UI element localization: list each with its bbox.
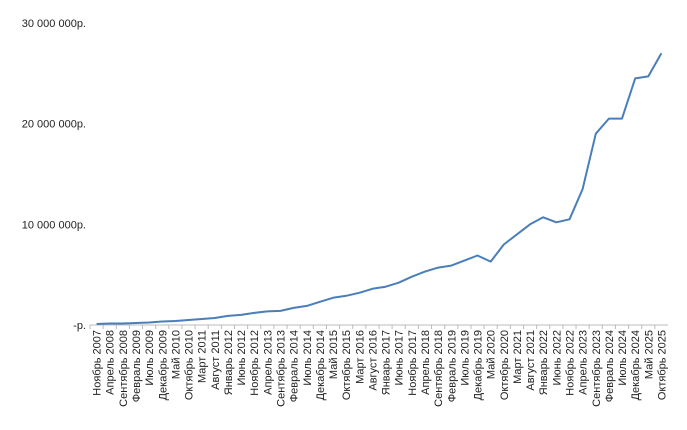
x-tick-label: Декабрь 2019 [473, 330, 485, 400]
x-tick-label: Январь 2017 [381, 330, 393, 395]
x-tick-label: Апрель 2008 [105, 330, 117, 395]
data-line [96, 52, 663, 325]
x-tick-label: Апрель 2023 [578, 330, 590, 395]
x-tick-label: Март 2021 [512, 330, 524, 384]
x-tick-label: Август 2021 [525, 330, 537, 391]
x-tick-label: Октябрь 2010 [184, 330, 196, 400]
x-tick-label: Октябрь 2025 [656, 330, 668, 400]
x-tick-label: Февраль 2009 [131, 330, 143, 402]
x-tick-label: Февраль 2014 [289, 330, 301, 402]
x-tick-label: Август 2011 [210, 330, 222, 390]
x-tick-label: Сентябрь 2013 [275, 330, 287, 407]
x-tick-label: Май 2015 [328, 330, 340, 379]
x-tick-label: Июнь 2022 [551, 330, 563, 386]
x-tick-label: Апрель 2018 [420, 330, 432, 395]
x-tick-label: Январь 2012 [223, 330, 235, 395]
x-tick-label: Сентябрь 2023 [591, 330, 603, 407]
x-tick-label: Сентябрь 2008 [118, 330, 130, 407]
x-tick-label: Сентябрь 2018 [433, 330, 445, 407]
x-tick-label: Март 2011 [197, 330, 209, 383]
x-tick-label: Февраль 2019 [446, 330, 458, 402]
x-tick-label: Ноябрь 2007 [92, 330, 104, 396]
x-tick-label: Июль 2014 [302, 330, 314, 386]
x-tick-label: Июль 2019 [459, 330, 471, 386]
x-tick-label: Ноябрь 2012 [249, 330, 261, 396]
x-tick-label: Декабрь 2014 [315, 330, 327, 400]
x-tick-label: Март 2016 [354, 330, 366, 384]
x-tick-label: Декабрь 2024 [630, 330, 642, 400]
x-tick-label: Май 2020 [486, 330, 498, 379]
y-tick-label: 20 000 000р. [22, 119, 86, 131]
x-tick-label: Декабрь 2009 [157, 330, 169, 400]
x-tick-label: Май 2010 [170, 330, 182, 379]
y-tick-label: 30 000 000р. [22, 18, 86, 30]
x-tick-label: Июнь 2012 [236, 330, 248, 386]
x-tick-label: Ноябрь 2022 [564, 330, 576, 396]
x-tick-label: Октябрь 2020 [499, 330, 511, 400]
x-tick-label: Ноябрь 2017 [407, 330, 419, 396]
x-tick-label: Июль 2009 [144, 330, 156, 386]
x-tick-label: Октябрь 2015 [341, 330, 353, 400]
x-tick-label: Июнь 2017 [394, 330, 406, 386]
x-tick-label: Июль 2024 [617, 330, 629, 386]
x-tick-label: Январь 2022 [538, 330, 550, 395]
x-tick-label: Август 2016 [367, 330, 379, 391]
y-tick-label: -р. [73, 320, 86, 332]
x-tick-label: Апрель 2013 [262, 330, 274, 395]
x-tick-label: Февраль 2024 [604, 330, 616, 402]
y-tick-label: 10 000 000р. [22, 219, 86, 231]
x-tick-label: Май 2025 [643, 330, 655, 379]
